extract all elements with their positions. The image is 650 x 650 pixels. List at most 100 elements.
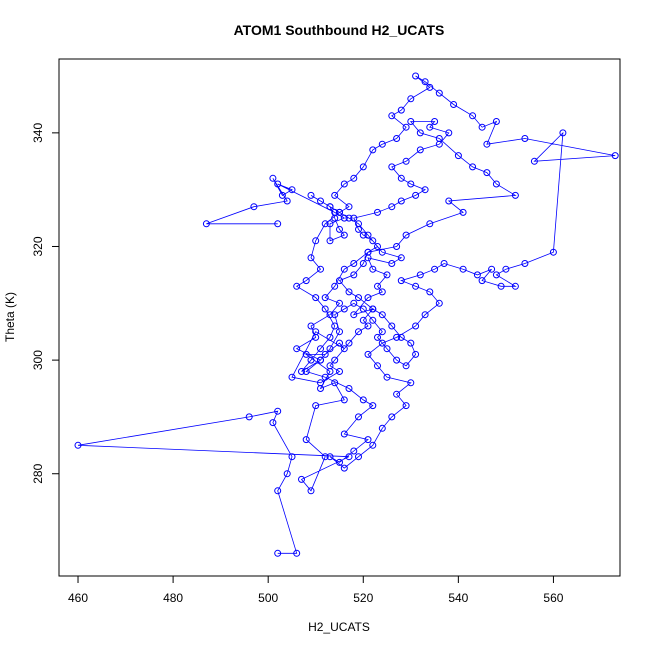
data-point [307, 191, 315, 199]
data-point [321, 294, 329, 302]
data-point [497, 282, 505, 290]
data-point [326, 362, 334, 370]
data-point [393, 243, 401, 250]
data-point [407, 379, 415, 387]
data-point [374, 243, 381, 250]
data-point [331, 208, 339, 216]
data-point [431, 265, 439, 273]
data-point [416, 129, 424, 137]
data-point [345, 339, 353, 347]
data-point [350, 214, 358, 222]
data-point [412, 322, 420, 330]
data-point [426, 123, 434, 131]
data-point [383, 345, 391, 353]
data-point [359, 231, 367, 239]
data-point [340, 231, 348, 239]
data-point [278, 191, 286, 199]
data-point [431, 118, 439, 125]
data-point [378, 311, 386, 319]
data-point [283, 197, 291, 205]
data-point [416, 271, 424, 279]
data-point [345, 453, 353, 461]
series-line [77, 75, 616, 554]
series-layer [74, 72, 619, 557]
data-point [435, 135, 443, 142]
data-point [421, 311, 429, 319]
data-point [359, 163, 367, 171]
data-point [492, 180, 500, 188]
data-point [488, 265, 496, 273]
data-point [383, 373, 391, 381]
data-point [312, 333, 320, 341]
data-point [283, 470, 291, 478]
data-point [483, 169, 491, 177]
data-point [302, 436, 310, 444]
data-point [331, 282, 339, 290]
data-point [74, 441, 82, 449]
data-point [397, 174, 405, 182]
data-point [374, 282, 381, 290]
data-point [459, 208, 467, 216]
data-point [530, 157, 538, 165]
data-point [331, 311, 339, 319]
data-point [426, 83, 434, 91]
data-point [336, 339, 343, 347]
data-point [369, 305, 377, 313]
data-point [402, 123, 410, 131]
data-point [355, 328, 362, 336]
data-point [331, 356, 339, 364]
y-tick-label: 280 [31, 463, 45, 483]
data-point [321, 305, 329, 313]
data-point [611, 152, 619, 160]
data-point [340, 214, 348, 222]
y-tick-label: 320 [31, 236, 45, 256]
data-point [340, 396, 348, 404]
data-point [364, 436, 372, 444]
data-point [359, 316, 367, 324]
data-point [378, 140, 386, 148]
data-point [549, 248, 557, 256]
data-point [407, 180, 415, 188]
data-point [345, 288, 353, 296]
data-point [350, 311, 358, 319]
data-point [288, 186, 296, 194]
data-point [378, 288, 386, 296]
data-point [393, 390, 401, 398]
data-point [364, 231, 372, 239]
data-point [383, 271, 391, 279]
data-point [336, 299, 343, 307]
data-point [397, 254, 405, 262]
data-point [274, 220, 282, 228]
data-point [364, 294, 372, 302]
data-point [454, 152, 462, 160]
data-point [416, 146, 424, 154]
data-point [336, 458, 343, 466]
data-point [511, 191, 519, 199]
data-point [340, 464, 348, 472]
data-point [269, 419, 277, 427]
data-point [407, 95, 415, 103]
data-point [350, 260, 358, 267]
data-point [245, 413, 253, 421]
data-point [374, 208, 381, 216]
data-point [274, 407, 282, 415]
data-point [321, 350, 329, 358]
data-point [345, 385, 353, 392]
data-point [298, 475, 305, 483]
data-point [421, 78, 429, 86]
data-point [336, 328, 343, 336]
data-point [317, 265, 324, 273]
data-point [402, 402, 410, 410]
x-tick-label: 520 [353, 591, 373, 605]
data-point [478, 277, 486, 285]
data-point [326, 311, 334, 319]
data-point [321, 220, 329, 228]
data-point [321, 373, 329, 381]
x-tick-label: 500 [258, 591, 278, 605]
data-point [274, 180, 282, 188]
y-tick-label: 300 [31, 350, 45, 370]
data-point [388, 112, 396, 120]
data-point [326, 333, 334, 341]
data-point [336, 208, 343, 216]
